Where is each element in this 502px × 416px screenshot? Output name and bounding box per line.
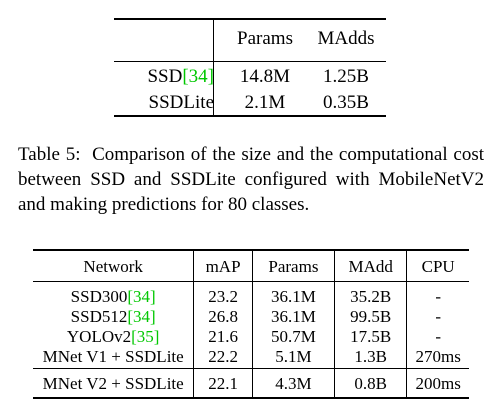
table6-cell-params: 36.1M [252, 306, 336, 326]
table6-cell-map: 22.1 [193, 368, 253, 399]
table6-row: SSD300[34] 23.2 36.1M 35.2B - [33, 281, 469, 306]
model-name: SSDLite [148, 92, 214, 113]
table5-cell-name: SSD[34] [114, 59, 224, 90]
table5-cell-params: 14.8M [239, 66, 291, 87]
table6-header-network: Network [33, 249, 195, 282]
table6-row: MNet V1 + SSDLite 22.2 5.1M 1.3B 270ms [33, 346, 469, 369]
table5: Params MAdds SSD[34] 14.8M 1.25B SSDLite… [114, 18, 386, 115]
table5-header-rule [114, 61, 386, 62]
table5-cell-madds: 1.25B [323, 66, 369, 87]
table6-header-params: Params [252, 249, 336, 282]
citation-link[interactable]: [34] [127, 286, 156, 306]
caption-label: Table 5: [18, 144, 81, 165]
table5-row: SSDLite 2.1M 0.35B [114, 90, 386, 115]
table6-header-madd: MAdd [334, 249, 408, 282]
table6-cell-madd: 99.5B [334, 306, 408, 326]
table6-cell-cpu: 200ms [406, 368, 469, 399]
table6-cell-network: MNet V1 + SSDLite [33, 346, 195, 369]
table6-cell-network: SSD300[34] [33, 281, 195, 306]
table5-header-empty [114, 18, 224, 59]
table6-cell-params: 4.3M [252, 368, 336, 399]
model-name: SSD300 [70, 286, 128, 306]
table6-cell-network: SSD512[34] [33, 306, 195, 326]
table5-header-madds: MAdds [317, 28, 375, 49]
citation-link[interactable]: [35] [131, 326, 160, 346]
citation-link[interactable]: [34] [127, 306, 156, 326]
table6-header-row: Network mAP Params MAdd CPU [33, 249, 469, 282]
table6-cell-params: 50.7M [252, 326, 336, 346]
table6-header-map: mAP [193, 249, 253, 282]
table5-top-rule [114, 18, 386, 20]
table5-cell-name: SSDLite [114, 90, 224, 115]
table6-header-cpu: CPU [406, 249, 469, 282]
table6-row: YOLOv2[35] 21.6 50.7M 17.5B - [33, 326, 469, 346]
table6-cell-madd: 0.8B [334, 368, 408, 399]
table6-cell-network: MNet V2 + SSDLite [33, 368, 195, 399]
table6-cell-map: 26.8 [193, 306, 253, 326]
table6-cell-params: 36.1M [252, 281, 336, 306]
model-name: SSD [147, 66, 183, 87]
table6-cell-map: 22.2 [193, 346, 253, 369]
table5-caption: Table 5: Comparison of the size and the … [18, 142, 484, 217]
table6-cell-cpu: - [435, 326, 442, 346]
table6-cell-madd: 1.3B [334, 346, 408, 369]
table6-container: Network mAP Params MAdd CPU SSD300[34] 2… [33, 249, 469, 405]
table6-cell-cpu: 270ms [415, 346, 461, 366]
table5-cell-madds: 0.35B [323, 92, 369, 113]
model-name: MNet V1 + SSDLite [42, 346, 184, 366]
table5-row: SSD[34] 14.8M 1.25B [114, 59, 386, 90]
table6-cell-madd: 17.5B [334, 326, 408, 346]
table6-cell-network: YOLOv2[35] [33, 326, 195, 346]
table6-row: SSD512[34] 26.8 36.1M 99.5B - [33, 306, 469, 326]
table6-cell-cpu: - [435, 306, 442, 326]
caption-text: Comparison of the size and the computati… [18, 144, 484, 215]
table6-cell-params: 5.1M [252, 346, 336, 369]
table5-column-divider [213, 20, 214, 115]
model-name: YOLOv2 [66, 326, 132, 346]
table5-header-params: Params [237, 28, 293, 49]
table5-cell-params: 2.1M [244, 92, 286, 113]
table5-header-row: Params MAdds [114, 18, 386, 59]
citation-link[interactable]: [34] [182, 66, 214, 87]
table6-highlight-row: MNet V2 + SSDLite 22.1 4.3M 0.8B 200ms [33, 368, 469, 399]
model-name: SSD512 [70, 306, 128, 326]
table6-cell-madd: 35.2B [334, 281, 408, 306]
table6-cell-map: 21.6 [193, 326, 253, 346]
table5-bottom-rule [114, 115, 386, 117]
table6-cell-map: 23.2 [193, 281, 253, 306]
table6: Network mAP Params MAdd CPU SSD300[34] 2… [33, 249, 469, 399]
table6-cell-cpu: - [435, 286, 442, 306]
